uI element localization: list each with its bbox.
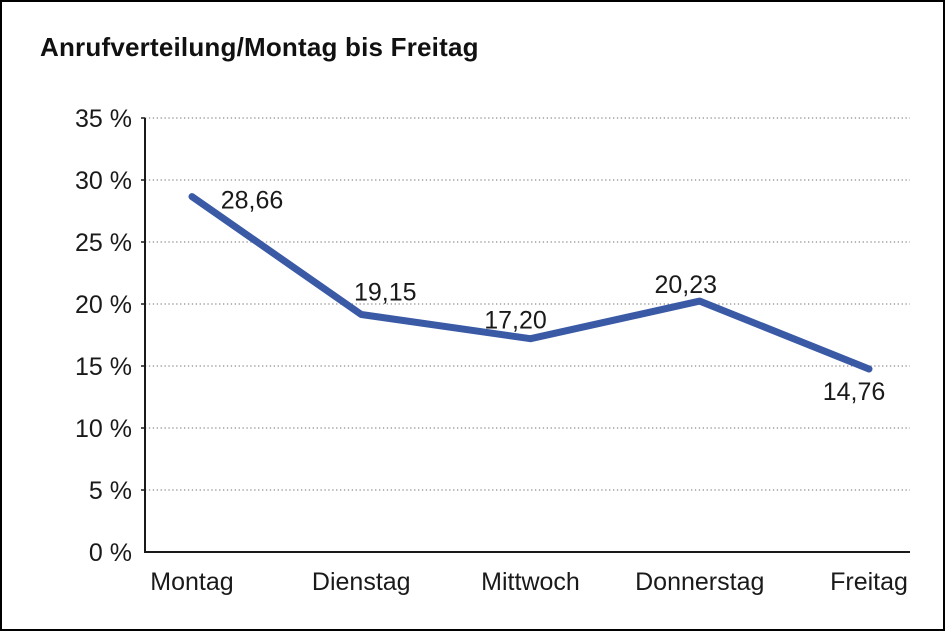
chart-title: Anrufverteilung/Montag bis Freitag xyxy=(40,32,479,62)
y-axis-label: 0 % xyxy=(89,539,132,567)
y-axis-label: 10 % xyxy=(75,415,132,443)
x-axis-label: Dienstag xyxy=(312,568,411,596)
data-point-label: 14,76 xyxy=(823,378,886,406)
data-point-label: 19,15 xyxy=(354,279,417,307)
y-axis-label: 35 % xyxy=(75,105,132,133)
y-axis-label: 25 % xyxy=(75,229,132,257)
y-axis-label: 20 % xyxy=(75,291,132,319)
data-point-label: 28,66 xyxy=(221,187,284,215)
x-axis-label: Mittwoch xyxy=(481,568,580,596)
y-axis-label: 5 % xyxy=(89,477,132,505)
series-line xyxy=(188,193,873,373)
data-point-label: 17,20 xyxy=(484,307,547,335)
x-axis-label: Freitag xyxy=(830,568,908,596)
y-axis-label: 30 % xyxy=(75,167,132,195)
x-axis-label: Montag xyxy=(150,568,233,596)
data-point-label: 20,23 xyxy=(654,271,717,299)
x-axis-label: Donnerstag xyxy=(635,568,764,596)
y-axis-label: 15 % xyxy=(75,353,132,381)
